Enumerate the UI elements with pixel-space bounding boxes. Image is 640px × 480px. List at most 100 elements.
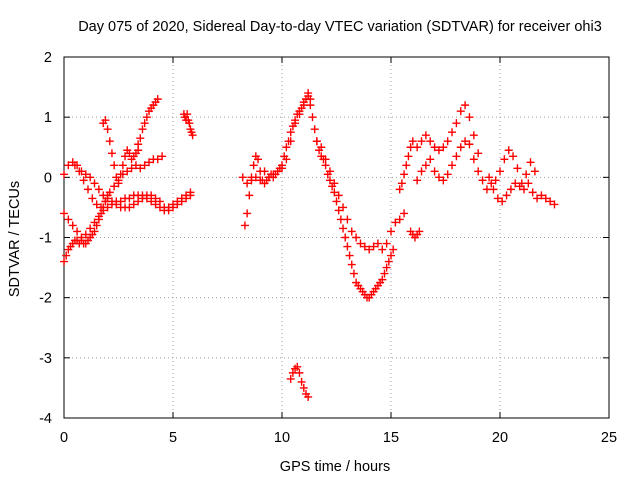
y-tick-label: 2	[44, 50, 52, 66]
data-point	[280, 152, 289, 161]
data-point	[384, 257, 393, 266]
data-point	[493, 194, 502, 203]
series-arc-q	[485, 173, 559, 209]
data-point	[169, 200, 177, 209]
data-point	[83, 185, 92, 194]
data-point	[131, 161, 140, 170]
data-point	[404, 152, 413, 161]
data-point	[402, 161, 411, 170]
data-point	[116, 197, 125, 206]
data-point	[304, 392, 313, 401]
data-point	[138, 191, 147, 200]
data-point	[127, 164, 136, 173]
series-arc-k	[312, 137, 409, 254]
data-point	[158, 152, 167, 161]
data-point	[452, 119, 461, 128]
data-point	[284, 137, 293, 146]
y-tick-label: -4	[39, 411, 52, 427]
data-point	[73, 227, 82, 236]
data-point	[382, 239, 391, 248]
data-point	[434, 146, 443, 155]
data-point	[360, 242, 369, 251]
data-point	[469, 131, 478, 140]
data-point	[240, 221, 249, 230]
data-point	[254, 155, 263, 164]
data-point	[443, 170, 452, 179]
data-point	[526, 158, 535, 167]
data-point	[452, 152, 461, 161]
y-tick-label: 1	[44, 110, 52, 126]
data-point	[92, 200, 101, 209]
series-arc-e	[99, 116, 143, 188]
series-arc-l	[395, 137, 417, 194]
data-point	[86, 224, 95, 233]
data-point	[60, 170, 68, 179]
y-tick-label: -1	[39, 231, 52, 247]
data-point	[478, 176, 487, 185]
data-point	[332, 197, 341, 206]
data-point	[107, 149, 116, 158]
data-point	[524, 179, 533, 188]
data-point	[291, 116, 300, 125]
data-point	[155, 203, 164, 212]
data-point	[461, 137, 470, 146]
data-point	[94, 212, 103, 221]
y-axis-label: SDTVAR / TECUs	[7, 181, 23, 297]
data-point	[94, 185, 103, 194]
data-point	[522, 170, 531, 179]
data-point	[546, 197, 555, 206]
data-point	[64, 215, 73, 224]
data-point	[160, 206, 169, 215]
y-tick-label: -2	[39, 291, 52, 307]
data-point	[62, 251, 71, 260]
data-point	[533, 194, 542, 203]
chart-title: Day 075 of 2020, Sidereal Day-to-day VTE…	[78, 19, 602, 35]
data-point	[136, 164, 145, 173]
data-point	[343, 242, 352, 251]
data-point	[138, 125, 147, 134]
data-point	[408, 137, 417, 146]
data-point	[186, 188, 195, 197]
data-point	[498, 197, 507, 206]
data-point	[125, 194, 134, 203]
y-tick-labels: -4 -3 -2 -1 0 1 2	[39, 50, 52, 427]
data-point	[439, 176, 448, 185]
data-point	[489, 185, 498, 194]
data-point	[121, 152, 130, 161]
data-point	[415, 227, 424, 236]
data-point	[140, 119, 149, 128]
data-point	[247, 173, 256, 182]
data-point	[500, 155, 509, 164]
data-points	[60, 89, 559, 401]
data-point	[188, 131, 197, 140]
data-point	[448, 161, 457, 170]
data-point	[439, 143, 448, 152]
data-point	[330, 188, 339, 197]
data-point	[293, 362, 302, 371]
data-point	[153, 95, 162, 104]
data-point	[400, 170, 409, 179]
series-arc-j	[306, 101, 398, 302]
x-tick-label: 25	[601, 430, 617, 446]
data-point	[391, 218, 400, 227]
data-point	[90, 179, 99, 188]
data-point	[256, 167, 265, 176]
data-point	[88, 194, 97, 203]
series-arc-c	[60, 188, 195, 242]
data-point	[81, 230, 90, 239]
y-tick-label: -3	[39, 351, 52, 367]
data-point	[114, 179, 123, 188]
data-point	[125, 203, 134, 212]
data-point	[90, 227, 99, 236]
y-tick-label: 0	[44, 170, 52, 186]
data-point	[356, 239, 365, 248]
data-point	[387, 227, 395, 236]
data-point	[380, 269, 389, 278]
data-point	[352, 233, 361, 242]
grid-lines	[64, 57, 609, 418]
data-point	[434, 173, 443, 182]
data-point	[421, 131, 430, 140]
data-point	[110, 182, 119, 191]
data-point	[142, 113, 151, 122]
data-point	[182, 191, 191, 200]
